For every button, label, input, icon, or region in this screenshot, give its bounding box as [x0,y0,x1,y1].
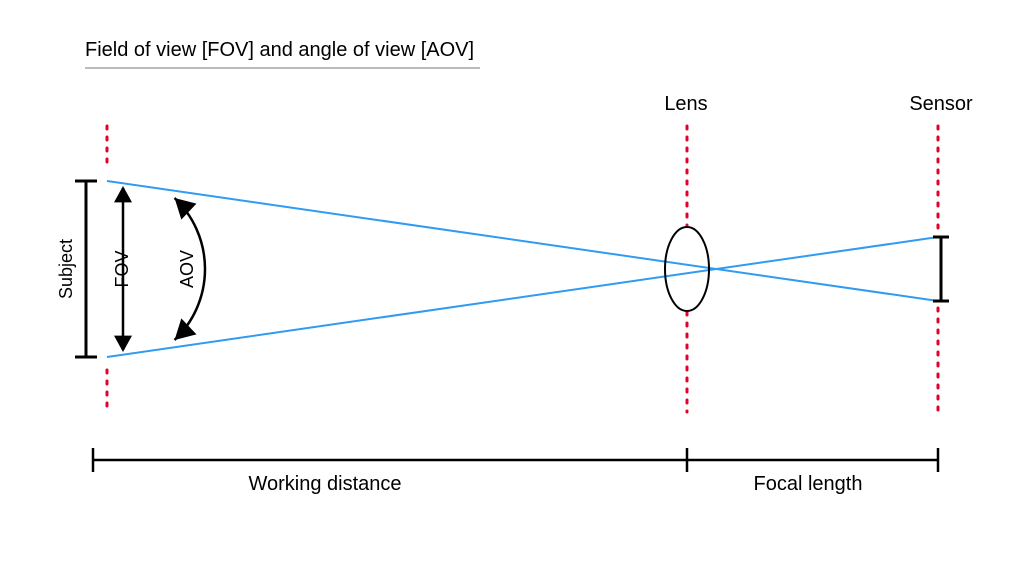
aov-arrow-head [175,318,197,340]
fov-label: FOV [112,250,132,287]
sensor-label: Sensor [909,93,973,115]
aov-arrow-head [175,198,197,220]
lens-label: Lens [664,93,707,115]
ray-bottom [107,237,938,357]
aov-label: AOV [177,250,197,288]
title: Field of view [FOV] and angle of view [A… [85,39,474,61]
fov-arrow-head-bottom [114,336,132,352]
lens-ellipse [665,227,709,311]
fov-arrow-head-top [114,186,132,202]
subject-label: Subject [56,239,76,299]
focal_length-label: Focal length [754,473,863,495]
working_distance-label: Working distance [248,473,401,495]
ray-top [107,181,938,301]
